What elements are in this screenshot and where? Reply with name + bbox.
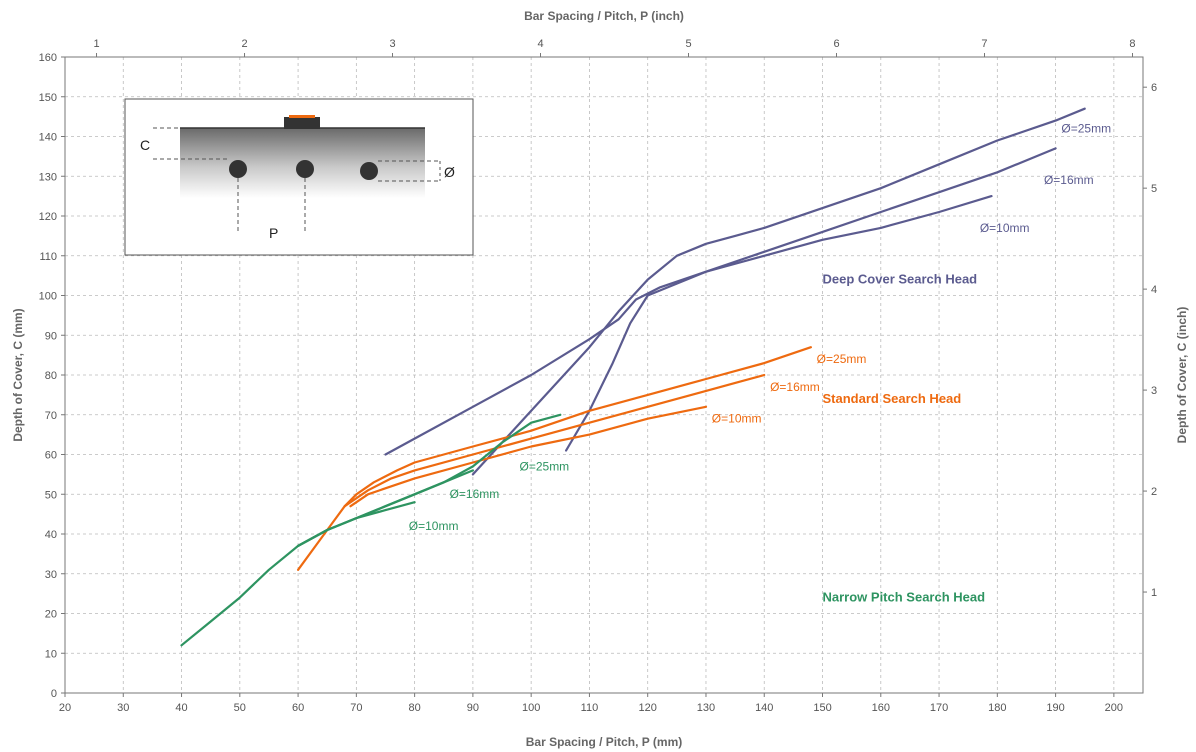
x2-tick-label: 6	[833, 38, 839, 50]
series-label: Ø=16mm	[770, 380, 820, 394]
series-lines	[180, 107, 1086, 647]
x-tick-label: 90	[467, 702, 479, 714]
series-line	[343, 373, 766, 508]
series-line	[180, 413, 562, 647]
x2-tick-label: 1	[93, 38, 99, 50]
inset-label-pitch: P	[269, 225, 278, 241]
y2-tick-label: 1	[1151, 587, 1157, 599]
x-tick-label: 100	[522, 702, 540, 714]
y-tick-label: 20	[45, 609, 57, 621]
x-tick-label: 180	[988, 702, 1006, 714]
y-tick-label: 100	[39, 291, 57, 303]
tick-labels: 20 30 40 50 60 70 80 90 100 110 120 130 140 150 160 170…	[39, 38, 1157, 714]
y-tick-label: 160	[39, 52, 57, 64]
grid-lines	[65, 57, 1143, 693]
y-tick-label: 120	[39, 211, 57, 223]
series-label: Ø=10mm	[712, 412, 762, 426]
group-label: Deep Cover Search Head	[823, 272, 978, 287]
series-label: Ø=16mm	[450, 487, 500, 501]
x-tick-label: 20	[59, 702, 71, 714]
search-head-top	[289, 115, 315, 118]
inset-diagram: C P Ø	[124, 98, 474, 256]
y-tick-label: 70	[45, 410, 57, 422]
series-line	[384, 147, 1057, 456]
y-tick-label: 130	[39, 171, 57, 183]
x2-tick-label: 7	[981, 38, 987, 50]
series-label: Ø=25mm	[520, 459, 570, 473]
y2-tick-label: 6	[1151, 82, 1157, 94]
x-tick-label: 130	[697, 702, 715, 714]
y2-tick-label: 2	[1151, 486, 1157, 498]
x-tick-label: 40	[175, 702, 187, 714]
x2-tick-label: 8	[1129, 38, 1135, 50]
y-tick-label: 90	[45, 330, 57, 342]
x2-tick-label: 2	[241, 38, 247, 50]
search-head	[284, 117, 320, 129]
y-tick-label: 10	[45, 648, 57, 660]
inset-label-cover: C	[140, 137, 150, 153]
x-tick-label: 160	[872, 702, 890, 714]
y-tick-label: 140	[39, 132, 57, 144]
series-line	[564, 195, 993, 452]
series-label: Ø=10mm	[409, 519, 459, 533]
series-label: Ø=10mm	[980, 221, 1030, 235]
series-label: Ø=25mm	[817, 352, 867, 366]
x-tick-label: 200	[1105, 702, 1123, 714]
y-tick-label: 40	[45, 529, 57, 541]
y2-tick-label: 5	[1151, 183, 1157, 195]
series-line	[297, 346, 813, 571]
x2-tick-label: 4	[537, 38, 543, 50]
x2-tick-label: 3	[389, 38, 395, 50]
x2-tick-label: 5	[685, 38, 691, 50]
x-tick-label: 80	[408, 702, 420, 714]
y-tick-label: 110	[39, 251, 57, 263]
x-tick-label: 60	[292, 702, 304, 714]
y-axis-title: Depth of Cover, C (mm)	[11, 308, 25, 441]
rebar-circle	[360, 162, 378, 180]
y2-tick-label: 4	[1151, 284, 1157, 296]
x-tick-label: 190	[1046, 702, 1064, 714]
series-labels: Ø=25mm Ø=16mm Ø=10mm Ø=25mm Ø=16mm Ø=10mm Ø=25…	[409, 122, 1111, 605]
y-tick-label: 0	[51, 688, 57, 700]
x-tick-label: 50	[234, 702, 246, 714]
x-tick-label: 30	[117, 702, 129, 714]
series-label: Ø=25mm	[1061, 122, 1111, 136]
y-tick-label: 60	[45, 450, 57, 462]
axes	[61, 53, 1147, 697]
x-tick-label: 140	[755, 702, 773, 714]
x-tick-label: 150	[813, 702, 831, 714]
series-line	[349, 405, 708, 508]
group-label: Narrow Pitch Search Head	[823, 590, 986, 605]
series-line	[471, 107, 1086, 476]
y-tick-label: 30	[45, 569, 57, 581]
x-tick-label: 120	[639, 702, 657, 714]
inset-label-diameter: Ø	[444, 164, 455, 180]
y-tick-label: 50	[45, 489, 57, 501]
y2-tick-label: 3	[1151, 385, 1157, 397]
x2-axis-title: Bar Spacing / Pitch, P (inch)	[524, 9, 684, 23]
y2-axis-title: Depth of Cover, C (inch)	[1175, 307, 1189, 444]
rebar-circle	[229, 160, 247, 178]
x-tick-label: 70	[350, 702, 362, 714]
x-axis-title: Bar Spacing / Pitch, P (mm)	[526, 735, 682, 749]
series-line	[297, 501, 416, 548]
rebar-circle	[296, 160, 314, 178]
y-tick-label: 150	[39, 92, 57, 104]
group-label: Standard Search Head	[823, 391, 962, 406]
x-tick-label: 110	[581, 702, 599, 714]
x-tick-label: 170	[930, 702, 948, 714]
y-tick-label: 80	[45, 370, 57, 382]
series-label: Ø=16mm	[1044, 173, 1094, 187]
